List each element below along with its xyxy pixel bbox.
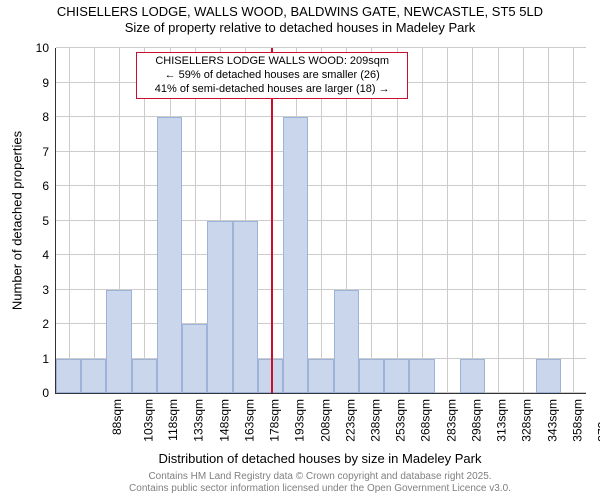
x-tick-label: 148sqm xyxy=(217,399,231,442)
annotation-line: 41% of semi-detached houses are larger (… xyxy=(141,83,403,97)
y-tick-label: 3 xyxy=(27,283,49,297)
reference-line xyxy=(271,48,273,393)
x-tick-label: 253sqm xyxy=(394,399,408,442)
chart-footnote: Contains HM Land Registry data © Crown c… xyxy=(55,471,585,495)
x-tick-label: 268sqm xyxy=(419,399,433,442)
gridline-vertical xyxy=(472,48,473,393)
gridline-vertical xyxy=(371,48,372,393)
x-tick-label: 343sqm xyxy=(545,399,559,442)
gridline-vertical xyxy=(397,48,398,393)
gridline-vertical xyxy=(69,48,70,393)
histogram-bar xyxy=(283,117,308,393)
histogram-bar xyxy=(106,290,131,394)
histogram-bar xyxy=(308,359,333,394)
gridline-vertical xyxy=(422,48,423,393)
gridline-vertical xyxy=(498,48,499,393)
x-tick-label: 208sqm xyxy=(318,399,332,442)
plot-area: CHISELLERS LODGE WALLS WOOD: 209sqm← 59%… xyxy=(55,48,586,394)
histogram-bar xyxy=(207,221,232,394)
y-tick-label: 4 xyxy=(27,248,49,262)
y-tick-label: 0 xyxy=(27,386,49,400)
x-tick-label: 313sqm xyxy=(495,399,509,442)
y-tick-label: 10 xyxy=(27,41,49,55)
x-axis-label: Distribution of detached houses by size … xyxy=(55,451,585,466)
gridline-vertical xyxy=(144,48,145,393)
x-tick-label: 193sqm xyxy=(293,399,307,442)
gridline-vertical xyxy=(573,48,574,393)
x-tick-label: 103sqm xyxy=(142,399,156,442)
gridline-vertical xyxy=(548,48,549,393)
y-tick-label: 9 xyxy=(27,76,49,90)
gridline-vertical xyxy=(94,48,95,393)
annotation-line: CHISELLERS LODGE WALLS WOOD: 209sqm xyxy=(141,55,403,69)
x-tick-label: 88sqm xyxy=(110,399,124,435)
footnote-line1: Contains HM Land Registry data © Crown c… xyxy=(55,471,585,483)
histogram-bar xyxy=(460,359,485,394)
gridline-vertical xyxy=(447,48,448,393)
histogram-bar xyxy=(157,117,182,393)
histogram-bar xyxy=(384,359,409,394)
chart-container: { "title_line1": "CHISELLERS LODGE, WALL… xyxy=(0,0,600,500)
histogram-bar xyxy=(56,359,81,394)
x-tick-label: 178sqm xyxy=(268,399,282,442)
footnote-line2: Contains public sector information licen… xyxy=(55,483,585,495)
chart-title-line1: CHISELLERS LODGE, WALLS WOOD, BALDWINS G… xyxy=(0,4,600,20)
x-tick-label: 133sqm xyxy=(192,399,206,442)
chart-titles: CHISELLERS LODGE, WALLS WOOD, BALDWINS G… xyxy=(0,4,600,37)
y-axis-label: Number of detached properties xyxy=(10,110,25,330)
x-tick-label: 358sqm xyxy=(571,399,585,442)
histogram-bar xyxy=(334,290,359,394)
histogram-bar xyxy=(81,359,106,394)
histogram-bar xyxy=(359,359,384,394)
y-tick-label: 2 xyxy=(27,317,49,331)
histogram-bar xyxy=(536,359,561,394)
x-tick-label: 283sqm xyxy=(444,399,458,442)
x-tick-label: 298sqm xyxy=(470,399,484,442)
gridline-vertical xyxy=(321,48,322,393)
histogram-bar xyxy=(132,359,157,394)
x-tick-label: 238sqm xyxy=(369,399,383,442)
chart-title-line2: Size of property relative to detached ho… xyxy=(0,20,600,36)
y-tick-label: 6 xyxy=(27,179,49,193)
gridline-vertical xyxy=(523,48,524,393)
histogram-bar xyxy=(182,324,207,393)
x-tick-label: 328sqm xyxy=(520,399,534,442)
y-tick-label: 7 xyxy=(27,145,49,159)
x-tick-label: 223sqm xyxy=(343,399,357,442)
annotation-line: ← 59% of detached houses are smaller (26… xyxy=(141,69,403,83)
y-tick-label: 5 xyxy=(27,214,49,228)
y-tick-label: 8 xyxy=(27,110,49,124)
x-tick-label: 118sqm xyxy=(166,399,180,441)
x-tick-label: 373sqm xyxy=(596,399,600,442)
y-tick-label: 1 xyxy=(27,352,49,366)
x-tick-label: 163sqm xyxy=(243,399,257,442)
annotation-box: CHISELLERS LODGE WALLS WOOD: 209sqm← 59%… xyxy=(136,52,408,99)
histogram-bar xyxy=(233,221,258,394)
histogram-bar xyxy=(409,359,434,394)
